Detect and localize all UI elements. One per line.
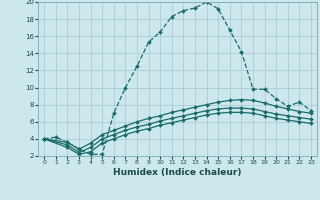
X-axis label: Humidex (Indice chaleur): Humidex (Indice chaleur)	[113, 168, 242, 177]
